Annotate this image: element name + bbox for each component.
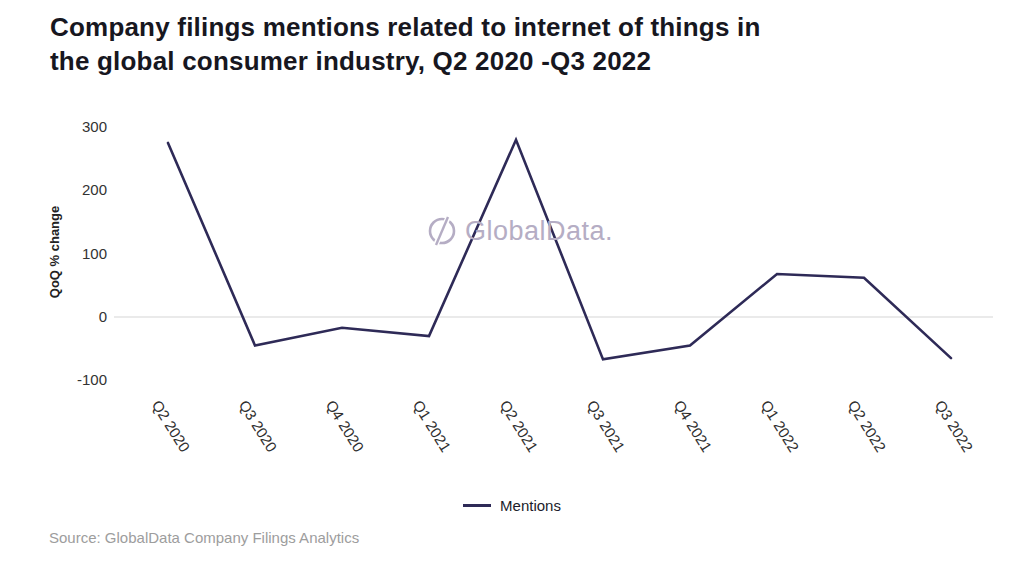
chart-container: Company filings mentions related to inte… xyxy=(0,0,1024,572)
legend-label: Mentions xyxy=(500,497,561,514)
source-text: Source: GlobalData Company Filings Analy… xyxy=(49,529,359,546)
watermark: GlobalData. xyxy=(427,209,613,253)
legend: Mentions xyxy=(0,497,1024,514)
line-chart-plot xyxy=(0,0,1024,572)
globaldata-logo-icon xyxy=(427,209,459,253)
watermark-text: GlobalData. xyxy=(465,216,613,247)
legend-line-swatch xyxy=(463,504,491,507)
